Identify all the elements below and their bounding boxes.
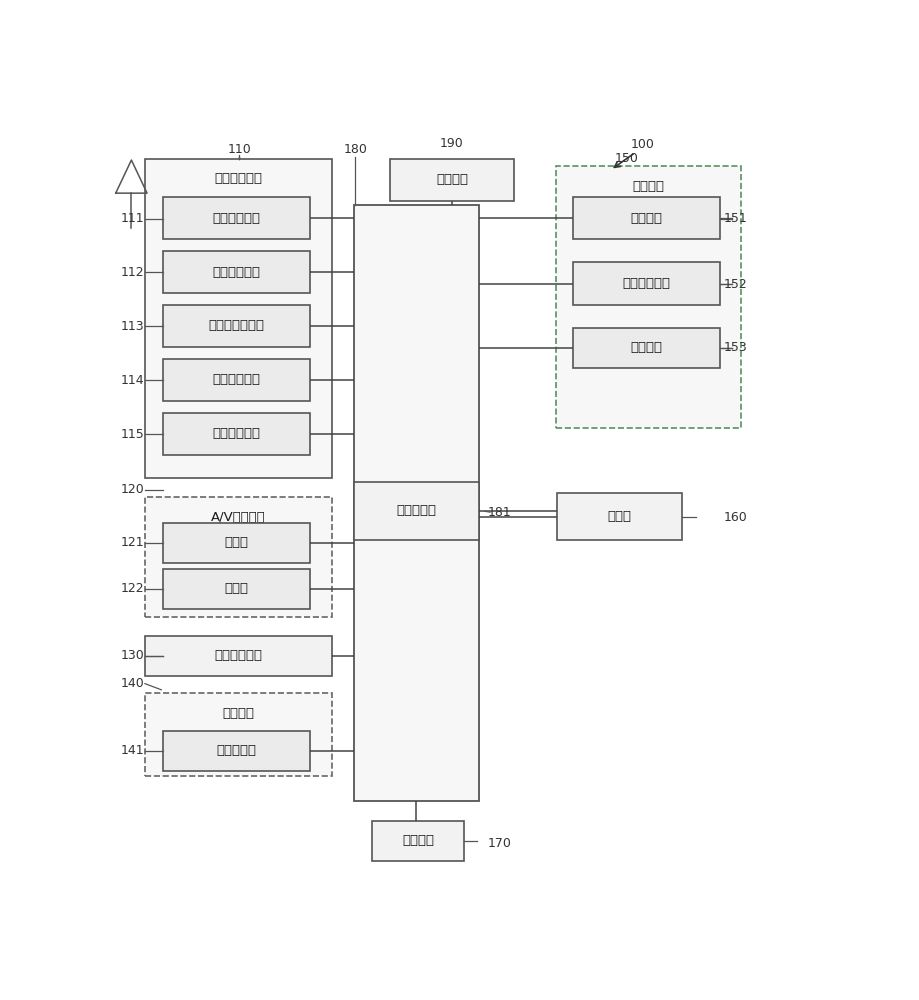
Text: 153: 153: [722, 341, 746, 354]
Bar: [164, 569, 310, 609]
Text: 显示单元: 显示单元: [630, 212, 662, 225]
Text: 接口单元: 接口单元: [402, 834, 434, 847]
Bar: [164, 251, 310, 293]
Text: 170: 170: [488, 837, 511, 850]
Text: 移动通信模块: 移动通信模块: [212, 266, 260, 279]
Text: 130: 130: [120, 649, 144, 662]
Text: 152: 152: [722, 278, 746, 291]
Text: 180: 180: [343, 143, 367, 156]
Text: 短程通信模块: 短程通信模块: [212, 373, 260, 386]
Text: 122: 122: [121, 582, 144, 595]
Text: 113: 113: [121, 320, 144, 333]
Text: 160: 160: [722, 511, 746, 524]
Text: 麦克风: 麦克风: [224, 582, 248, 595]
Bar: [555, 166, 740, 428]
Text: 警报单元: 警报单元: [630, 341, 662, 354]
Bar: [389, 158, 514, 201]
Bar: [164, 305, 310, 347]
Text: 121: 121: [121, 536, 144, 549]
Bar: [164, 359, 310, 401]
Text: 140: 140: [120, 677, 144, 690]
Text: 距离传感器: 距离传感器: [216, 744, 256, 757]
Text: 输出单元: 输出单元: [631, 180, 664, 193]
Text: 无线通信单元: 无线通信单元: [214, 172, 262, 185]
Text: 181: 181: [488, 506, 511, 519]
Text: 电源单元: 电源单元: [436, 173, 468, 186]
Text: 音频输出模块: 音频输出模块: [622, 277, 670, 290]
Bar: [371, 821, 464, 861]
Bar: [145, 158, 332, 478]
Bar: [354, 205, 478, 801]
Text: 110: 110: [227, 143, 251, 156]
Bar: [145, 497, 332, 617]
Bar: [164, 523, 310, 563]
Text: 广播接收模块: 广播接收模块: [212, 212, 260, 225]
Text: 无线互联网模块: 无线互联网模块: [209, 319, 265, 332]
Bar: [164, 197, 310, 239]
Text: 115: 115: [120, 428, 144, 441]
Bar: [573, 197, 719, 239]
Bar: [354, 482, 478, 540]
Text: 111: 111: [121, 212, 144, 225]
Bar: [164, 731, 310, 771]
Text: 150: 150: [614, 152, 638, 165]
Bar: [573, 262, 719, 305]
Text: 摄像头: 摄像头: [224, 536, 248, 549]
Text: 感测单元: 感测单元: [222, 707, 254, 720]
Bar: [145, 693, 332, 776]
Bar: [164, 413, 310, 455]
Text: 190: 190: [439, 137, 463, 150]
Text: 114: 114: [121, 374, 144, 387]
Text: 100: 100: [630, 138, 653, 151]
Bar: [557, 493, 681, 540]
Text: 存储器: 存储器: [607, 510, 630, 523]
Bar: [573, 328, 719, 368]
Text: 112: 112: [121, 266, 144, 279]
Text: A/V输入单元: A/V输入单元: [210, 511, 266, 524]
Text: 位置信息模块: 位置信息模块: [212, 427, 260, 440]
Text: 120: 120: [120, 483, 144, 496]
Text: 141: 141: [121, 744, 144, 757]
Bar: [145, 636, 332, 676]
Text: 多媒体模块: 多媒体模块: [396, 504, 436, 517]
Text: 控制器: 控制器: [403, 496, 429, 511]
Text: 151: 151: [722, 212, 746, 225]
Text: 用户输入单元: 用户输入单元: [214, 649, 262, 662]
